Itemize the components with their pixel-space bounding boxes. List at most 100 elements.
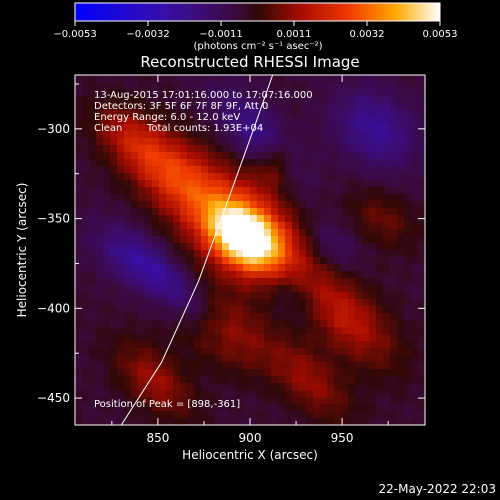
heatmap-cell (103, 243, 111, 251)
heatmap-cell (138, 362, 146, 370)
heatmap-cell (166, 180, 174, 188)
heatmap-cell (341, 271, 349, 279)
heatmap-cell (257, 89, 265, 97)
heatmap-cell (313, 201, 321, 209)
heatmap-cell (418, 194, 425, 202)
heatmap-cell (306, 376, 314, 384)
heatmap-cell (341, 131, 349, 139)
heatmap-cell (348, 110, 356, 118)
heatmap-cell (152, 327, 160, 335)
heatmap-cell (96, 285, 104, 293)
heatmap-cell (215, 152, 223, 160)
heatmap-cell (404, 348, 412, 356)
heatmap-cell (222, 110, 230, 118)
heatmap-cell (404, 257, 412, 265)
heatmap-cell (271, 201, 279, 209)
heatmap-cell (376, 327, 384, 335)
heatmap-cell (299, 159, 307, 167)
heatmap-cell (208, 82, 216, 90)
heatmap-cell (152, 145, 160, 153)
heatmap-cell (383, 285, 391, 293)
heatmap-cell (299, 397, 307, 405)
heatmap-cell (145, 152, 153, 160)
heatmap-cell (320, 103, 328, 111)
heatmap-cell (187, 124, 195, 132)
heatmap-cell (236, 369, 244, 377)
heatmap-cell (257, 208, 265, 216)
heatmap-cell (236, 124, 244, 132)
heatmap-cell (376, 404, 384, 412)
heatmap-cell (327, 278, 335, 286)
heatmap-cell (299, 89, 307, 97)
heatmap-cell (201, 236, 209, 244)
heatmap-cell (348, 292, 356, 300)
colorbar (74, 2, 441, 22)
heatmap-cell (348, 320, 356, 328)
heatmap-cell (124, 320, 132, 328)
heatmap-cell (341, 117, 349, 125)
heatmap-cell (208, 306, 216, 314)
heatmap-cell (208, 397, 216, 405)
heatmap-cell (208, 96, 216, 104)
heatmap-cell (208, 404, 216, 412)
heatmap-cell (180, 327, 188, 335)
heatmap-cell (320, 306, 328, 314)
heatmap-cell (131, 138, 139, 146)
heatmap-cell (278, 236, 286, 244)
heatmap-cell (222, 411, 230, 419)
heatmap-cell (313, 383, 321, 391)
heatmap-cell (194, 355, 202, 363)
heatmap-cell (131, 180, 139, 188)
heatmap-cell (131, 299, 139, 307)
heatmap-cell (334, 243, 342, 251)
heatmap-cell (418, 397, 425, 405)
heatmap-cell (103, 397, 111, 405)
heatmap-cell (124, 131, 132, 139)
heatmap-cell (222, 313, 230, 321)
heatmap-cell (299, 110, 307, 118)
heatmap-cell (397, 362, 405, 370)
heatmap-cell (292, 215, 300, 223)
heatmap-cell (138, 299, 146, 307)
heatmap-cell (383, 131, 391, 139)
heatmap-cell (243, 390, 251, 398)
heatmap-cell (173, 320, 181, 328)
heatmap-cell (271, 173, 279, 181)
heatmap-cell (327, 89, 335, 97)
heatmap-cell (369, 355, 377, 363)
heatmap-cell (131, 334, 139, 342)
heatmap-cell (124, 166, 132, 174)
heatmap-cell (110, 236, 118, 244)
heatmap-cell (369, 369, 377, 377)
heatmap-cell (173, 110, 181, 118)
heatmap-cell (222, 418, 230, 425)
heatmap-cell (138, 138, 146, 146)
heatmap-cell (264, 138, 272, 146)
heatmap-cell (334, 166, 342, 174)
heatmap-cell (236, 96, 244, 104)
heatmap-cell (166, 124, 174, 132)
heatmap-cell (75, 334, 83, 342)
annotation-total-counts: Total counts: 1.93E+04 (146, 123, 263, 134)
heatmap-cell (306, 299, 314, 307)
heatmap-cell (348, 348, 356, 356)
heatmap-cell (131, 236, 139, 244)
heatmap-cell (166, 194, 174, 202)
heatmap-cell (327, 418, 335, 425)
heatmap-cell (299, 320, 307, 328)
heatmap-cell (96, 404, 104, 412)
heatmap-cell (103, 369, 111, 377)
heatmap-cell (404, 236, 412, 244)
heatmap-cell (376, 383, 384, 391)
heatmap-cell (180, 278, 188, 286)
heatmap-cell (397, 89, 405, 97)
heatmap-cell (159, 306, 167, 314)
heatmap-cell (243, 180, 251, 188)
heatmap-cell (313, 243, 321, 251)
heatmap-cell (411, 82, 419, 90)
heatmap-cell (418, 201, 425, 209)
heatmap-cell (166, 201, 174, 209)
heatmap-cell (89, 341, 97, 349)
heatmap-cell (159, 152, 167, 160)
heatmap-cell (236, 390, 244, 398)
